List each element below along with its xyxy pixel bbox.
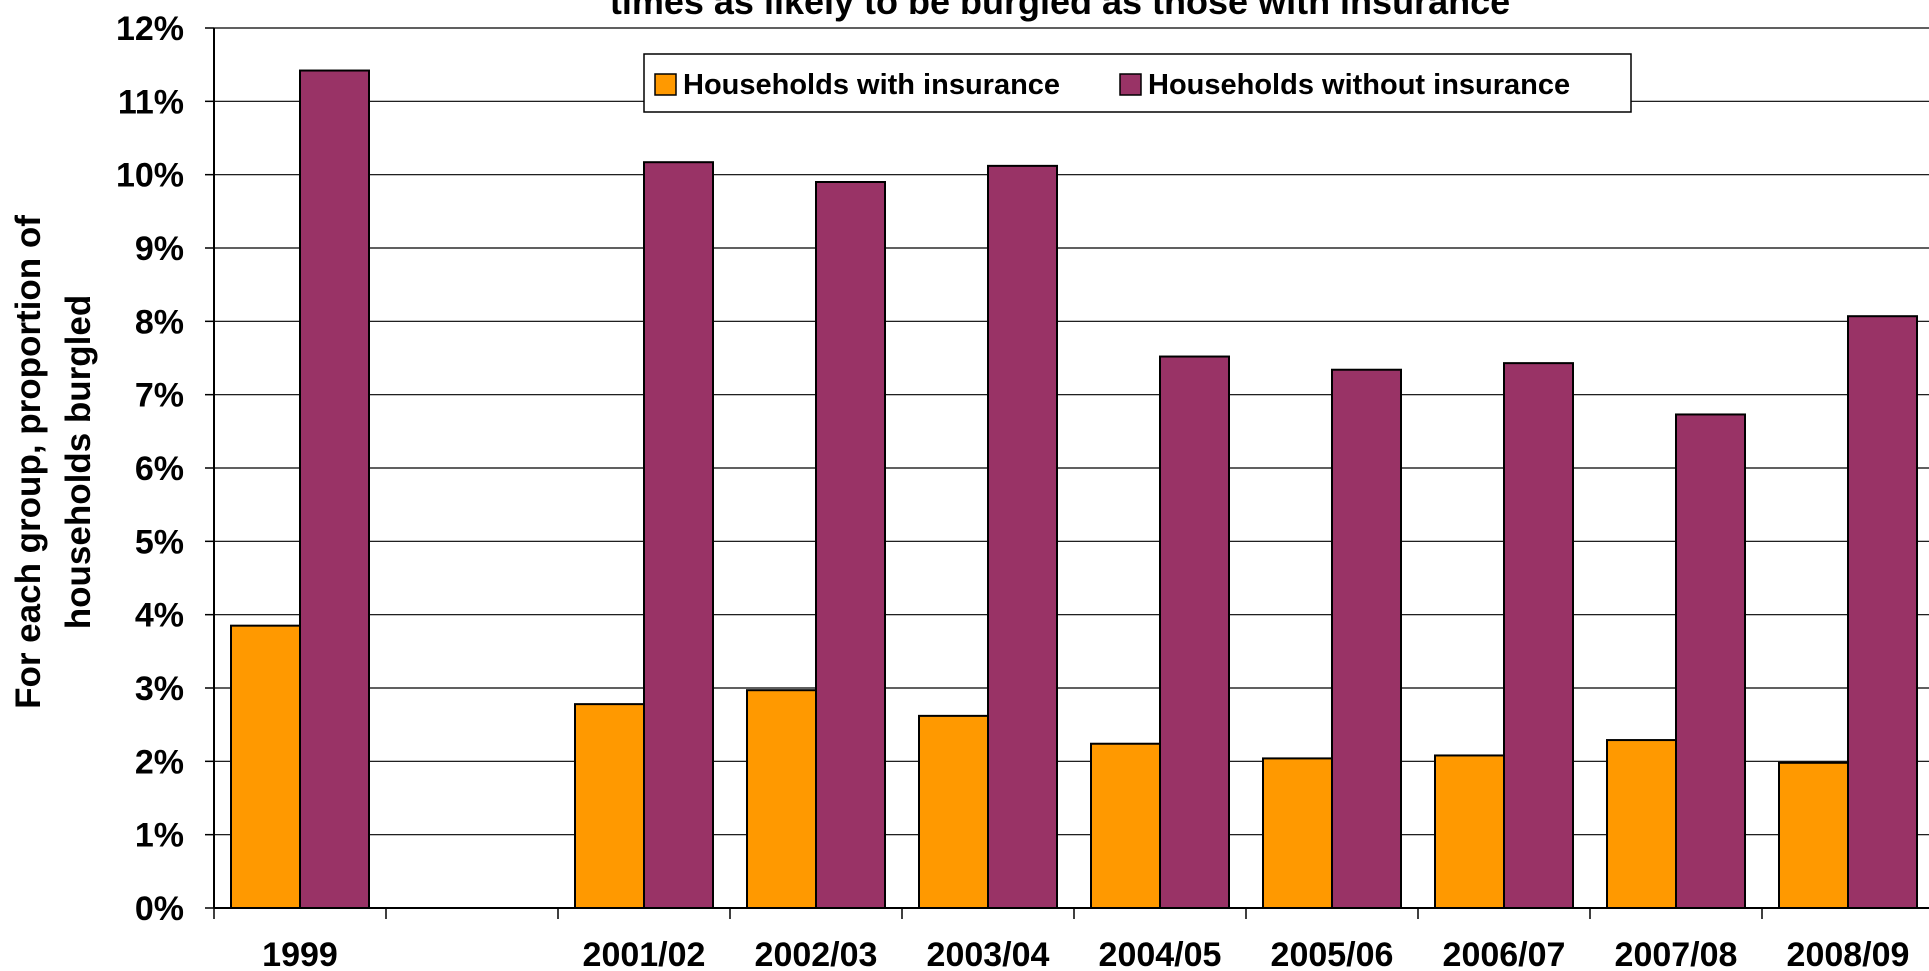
x-axis-ticks: 1999 2001/02 2002/03 2003/04 2004/05 2005/06 2… (213, 908, 1910, 971)
y-tick-label: 10% (116, 157, 184, 195)
legend-label-uninsured: Households without insurance (1148, 69, 1570, 101)
x-tick-label: 2005/06 (1271, 936, 1394, 971)
legend-swatch-insured (654, 73, 677, 96)
bar-insured (574, 703, 645, 910)
bar-insured (1262, 757, 1333, 910)
y-axis-ticks: 0% 1% 2% 3% 4% 5% 6% 7% 8% 9% 10% 11% 12% (116, 10, 214, 928)
y-tick-label: 3% (135, 670, 184, 708)
chart-title: times as likely to be burgled as those w… (610, 0, 1510, 22)
legend-frame (643, 53, 1632, 113)
bar-insured (1606, 739, 1677, 909)
y-tick-label: 1% (135, 817, 184, 855)
x-tick-label: 2008/09 (1787, 936, 1910, 971)
y-axis-label-line-1: For each group, proportion of (9, 215, 48, 709)
bar-insured (746, 689, 817, 910)
bar-uninsured (643, 161, 714, 909)
y-tick-label: 8% (135, 303, 184, 341)
y-tick-label: 5% (135, 523, 184, 561)
legend: Households with insurance Households wit… (643, 53, 1632, 113)
bar-uninsured (1159, 355, 1230, 909)
y-tick-label: 4% (135, 597, 184, 635)
x-tick-label: 2007/08 (1615, 936, 1738, 971)
x-tick-label: 2004/05 (1099, 936, 1222, 971)
bar-uninsured (1847, 315, 1918, 909)
y-tick-label: 11% (118, 83, 184, 121)
legend-swatch-uninsured (1119, 73, 1142, 96)
y-axis-label-line-2: households burgled (59, 295, 98, 629)
bar-insured (918, 714, 989, 909)
x-tick-label: 2006/07 (1443, 936, 1566, 971)
bar-uninsured (1503, 362, 1574, 909)
gridlines (214, 27, 1929, 836)
axes (213, 28, 1929, 909)
bar-uninsured (1675, 413, 1746, 909)
y-tick-label: 0% (135, 890, 184, 928)
bar-uninsured (815, 181, 886, 909)
x-tick-label: 2003/04 (927, 936, 1050, 971)
bar-uninsured (987, 164, 1058, 910)
x-tick-label: 2001/02 (583, 936, 706, 971)
bar-insured (1434, 754, 1505, 910)
bar-uninsured (299, 69, 370, 910)
y-tick-label: 9% (135, 230, 184, 268)
x-tick-label: 1999 (262, 936, 338, 971)
y-tick-label: 7% (135, 377, 184, 415)
legend-label-insured: Households with insurance (683, 69, 1060, 101)
bar-uninsured (1331, 368, 1402, 909)
y-tick-label: 6% (135, 450, 184, 488)
bar-insured (1778, 761, 1849, 909)
y-axis-label: For each group, proportion of households… (9, 215, 98, 709)
x-tick-label: 2002/03 (755, 936, 878, 971)
bars (230, 69, 1918, 910)
bar-insured (1090, 742, 1161, 909)
bar-insured (230, 624, 301, 910)
y-tick-label: 12% (116, 10, 184, 48)
y-tick-label: 2% (135, 743, 184, 781)
